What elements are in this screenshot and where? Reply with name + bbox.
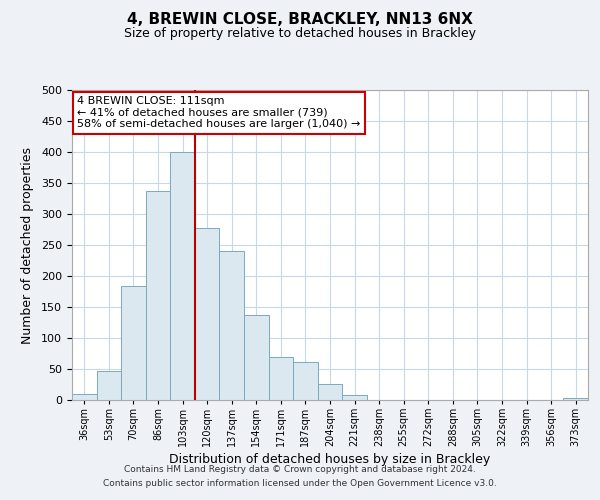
Bar bbox=[244, 315, 269, 400]
Bar bbox=[563, 398, 588, 400]
X-axis label: Distribution of detached houses by size in Brackley: Distribution of detached houses by size … bbox=[169, 454, 491, 466]
Bar bbox=[97, 372, 121, 400]
Bar bbox=[195, 228, 220, 400]
Y-axis label: Number of detached properties: Number of detached properties bbox=[21, 146, 34, 344]
Text: Contains HM Land Registry data © Crown copyright and database right 2024.
Contai: Contains HM Land Registry data © Crown c… bbox=[103, 466, 497, 487]
Bar bbox=[293, 362, 318, 400]
Bar bbox=[121, 286, 146, 400]
Bar bbox=[269, 356, 293, 400]
Bar bbox=[146, 191, 170, 400]
Text: 4 BREWIN CLOSE: 111sqm
← 41% of detached houses are smaller (739)
58% of semi-de: 4 BREWIN CLOSE: 111sqm ← 41% of detached… bbox=[77, 96, 361, 130]
Bar bbox=[170, 152, 195, 400]
Text: 4, BREWIN CLOSE, BRACKLEY, NN13 6NX: 4, BREWIN CLOSE, BRACKLEY, NN13 6NX bbox=[127, 12, 473, 28]
Bar bbox=[72, 394, 97, 400]
Bar bbox=[342, 395, 367, 400]
Bar bbox=[220, 250, 244, 400]
Bar bbox=[318, 384, 342, 400]
Text: Size of property relative to detached houses in Brackley: Size of property relative to detached ho… bbox=[124, 28, 476, 40]
